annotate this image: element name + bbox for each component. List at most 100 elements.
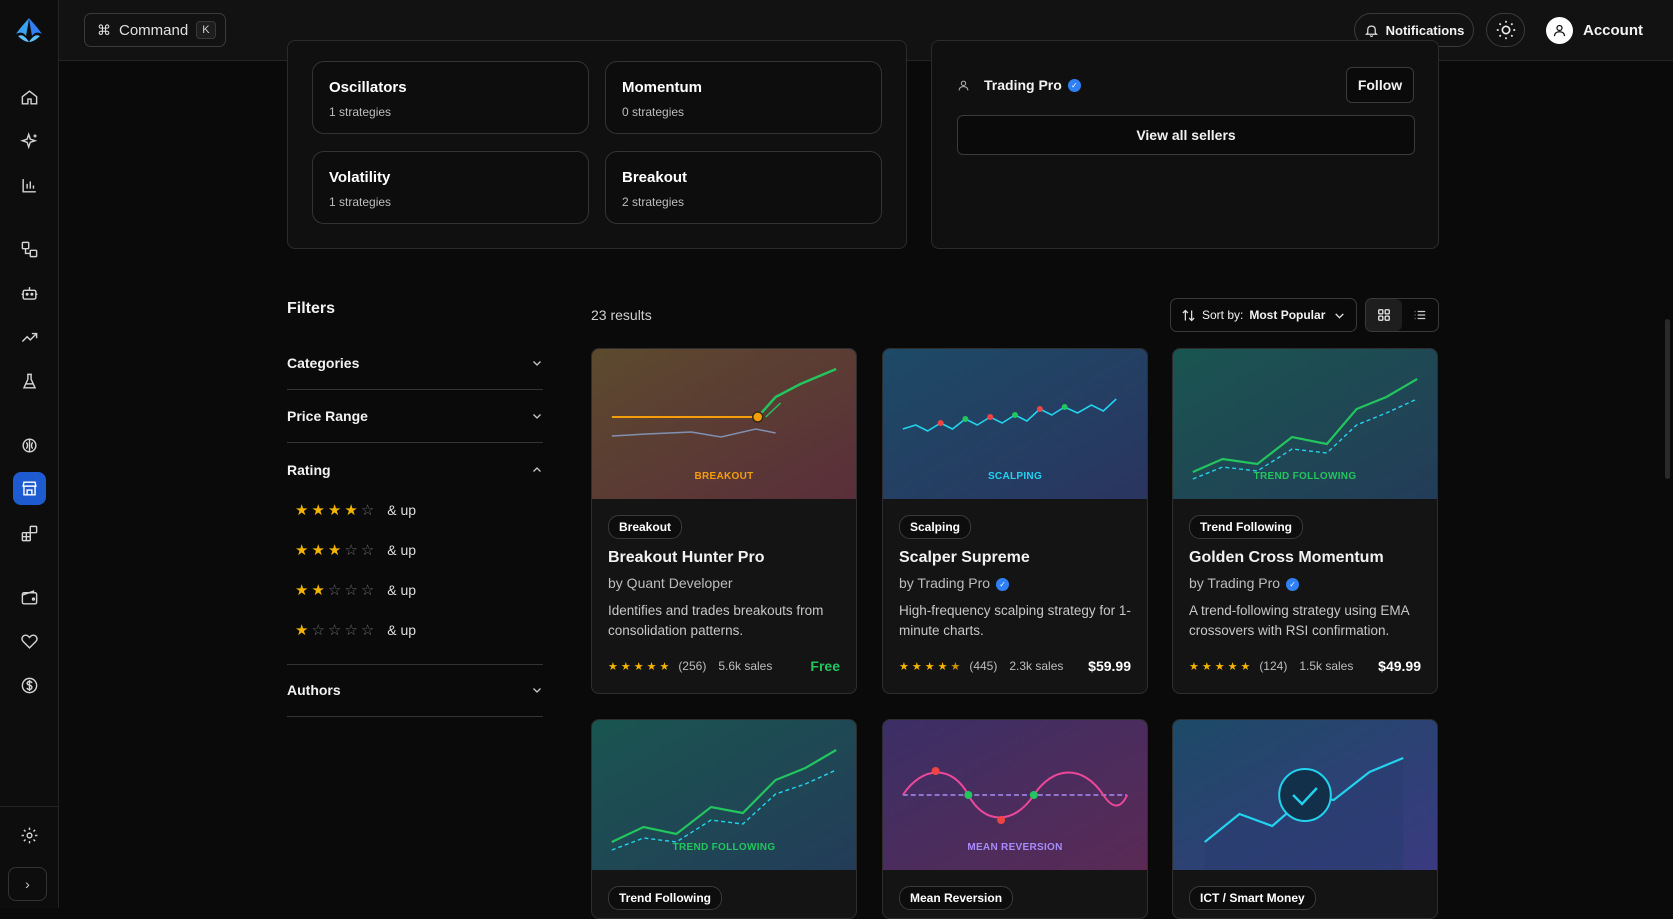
strategy-meta: ★★★★★ (445) 2.3k sales $59.99: [899, 653, 1131, 679]
category-card-breakout[interactable]: Breakout 2 strategies: [605, 151, 882, 224]
rating-option-label: & up: [387, 542, 416, 558]
grid-icon: [1377, 308, 1391, 322]
seller-name[interactable]: Trading Pro: [984, 77, 1062, 93]
filter-price-range-toggle[interactable]: Price Range: [287, 390, 543, 443]
star-empty-icon: ☆: [328, 622, 341, 639]
list-icon: [1413, 308, 1427, 322]
theme-toggle-button[interactable]: [1486, 13, 1525, 47]
bot-icon[interactable]: [13, 277, 46, 310]
star-filled-icon: ★: [295, 542, 308, 559]
star-filled-icon: ★: [311, 502, 324, 519]
category-name: Volatility: [329, 169, 572, 186]
price: Free: [810, 658, 840, 674]
rating-option-4[interactable]: ★★★★☆ & up: [295, 502, 416, 518]
view-all-sellers-button[interactable]: View all sellers: [957, 115, 1415, 155]
sun-icon: [1495, 19, 1517, 41]
rating-option-3[interactable]: ★★★☆☆ & up: [295, 542, 416, 558]
chevron-down-icon: [1333, 309, 1346, 322]
chevron-down-icon: [531, 684, 543, 696]
follow-button[interactable]: Follow: [1346, 67, 1414, 103]
dollar-circle-icon[interactable]: [13, 669, 46, 702]
star-empty-icon: ☆: [344, 542, 357, 559]
gear-icon[interactable]: [13, 819, 46, 852]
star-filled-icon: ★: [295, 582, 308, 599]
brain-icon[interactable]: [13, 429, 46, 462]
star-empty-icon: ☆: [361, 542, 374, 559]
strategy-card[interactable]: ICT / Smart Money: [1172, 719, 1438, 919]
strategy-thumbnail: TREND FOLLOWING: [592, 720, 856, 870]
star-rating: ★★★★★: [1189, 660, 1253, 673]
category-tag: Mean Reversion: [899, 886, 1013, 910]
command-shortcut: K: [196, 21, 215, 39]
strategy-author: by Quant Developer: [608, 575, 840, 591]
star-rating: ★★★★☆: [295, 502, 377, 518]
sparkles-icon[interactable]: [13, 125, 46, 158]
star-filled-icon: ★: [295, 502, 308, 519]
star-rating: ★★★★★: [899, 660, 963, 673]
category-card-volatility[interactable]: Volatility 1 strategies: [312, 151, 589, 224]
sort-arrows-icon: [1181, 308, 1196, 323]
strategy-card[interactable]: SCALPING Scalping Scalper Supreme by Tra…: [882, 348, 1148, 694]
star-rating: ★☆☆☆☆: [295, 622, 377, 638]
strategy-meta: ★★★★★ (124) 1.5k sales $49.99: [1189, 653, 1421, 679]
filter-rating-toggle[interactable]: Rating: [287, 443, 543, 496]
account-label: Account: [1583, 22, 1643, 39]
strategy-card[interactable]: MEAN REVERSION Mean Reversion: [882, 719, 1148, 919]
list-view-button[interactable]: [1402, 299, 1438, 331]
blocks-icon[interactable]: [13, 517, 46, 550]
home-icon[interactable]: [13, 81, 46, 114]
thumbnail-label: TREND FOLLOWING: [592, 842, 856, 853]
rating-option-1[interactable]: ★☆☆☆☆ & up: [295, 622, 416, 638]
sort-dropdown[interactable]: Sort by: Most Popular: [1170, 298, 1357, 332]
store-icon[interactable]: [13, 472, 46, 505]
verified-badge-icon: ✓: [1286, 578, 1299, 591]
filter-categories-toggle[interactable]: Categories: [287, 337, 543, 390]
bar-chart-icon[interactable]: [13, 169, 46, 202]
strategy-meta: ★★★★★ (256) 5.6k sales Free: [608, 653, 840, 679]
star-filled-icon: ★: [344, 502, 357, 519]
strategy-card[interactable]: BREAKOUT Breakout Breakout Hunter Pro by…: [591, 348, 857, 694]
account-button[interactable]: Account: [1546, 13, 1643, 47]
strategy-thumbnail: TREND FOLLOWING: [1173, 349, 1437, 499]
rating-option-label: & up: [387, 622, 416, 638]
star-empty-icon: ☆: [344, 622, 357, 639]
strategy-thumbnail: MEAN REVERSION: [883, 720, 1147, 870]
command-palette-button[interactable]: ⌘ Command K: [84, 13, 226, 47]
category-count: 2 strategies: [622, 195, 865, 209]
filter-authors-toggle[interactable]: Authors: [287, 664, 543, 717]
workflow-icon[interactable]: [13, 233, 46, 266]
expand-sidebar-button[interactable]: ›: [8, 867, 47, 901]
sort-value: Most Popular: [1249, 308, 1325, 322]
trending-up-icon[interactable]: [13, 321, 46, 354]
star-filled-icon: ★: [295, 622, 308, 639]
heart-icon[interactable]: [13, 625, 46, 658]
category-name: Oscillators: [329, 79, 572, 96]
strategy-card[interactable]: TREND FOLLOWING Trend Following Golden C…: [1172, 348, 1438, 694]
thumbnail-label: MEAN REVERSION: [883, 842, 1147, 853]
page-scrollbar[interactable]: [1659, 61, 1673, 908]
chevron-right-icon: ›: [25, 876, 30, 892]
strategy-card[interactable]: TREND FOLLOWING Trend Following: [591, 719, 857, 919]
category-card-oscillators[interactable]: Oscillators 1 strategies: [312, 61, 589, 134]
verified-badge-icon: ✓: [1068, 79, 1081, 92]
strategy-description: A trend-following strategy using EMA cro…: [1189, 601, 1421, 641]
notifications-label: Notifications: [1386, 23, 1465, 38]
app-logo-icon[interactable]: [14, 16, 44, 44]
grid-view-button[interactable]: [1366, 299, 1402, 331]
scrollbar-thumb[interactable]: [1665, 319, 1670, 479]
flask-icon[interactable]: [13, 365, 46, 398]
rating-option-label: & up: [387, 502, 416, 518]
thumbnail-label: BREAKOUT: [592, 471, 856, 482]
star-filled-icon: ★: [328, 542, 341, 559]
rating-option-2[interactable]: ★★☆☆☆ & up: [295, 582, 416, 598]
strategy-author: by Trading Pro✓: [899, 575, 1131, 591]
strategy-title: Golden Cross Momentum: [1189, 549, 1421, 567]
verified-badge-icon: ✓: [996, 578, 1009, 591]
chevron-up-icon: [531, 464, 543, 476]
category-count: 1 strategies: [329, 105, 572, 119]
filter-section-label: Rating: [287, 462, 331, 478]
wallet-icon[interactable]: [13, 581, 46, 614]
category-card-momentum[interactable]: Momentum 0 strategies: [605, 61, 882, 134]
category-tag: Scalping: [899, 515, 971, 539]
sales-count: 1.5k sales: [1299, 659, 1353, 673]
